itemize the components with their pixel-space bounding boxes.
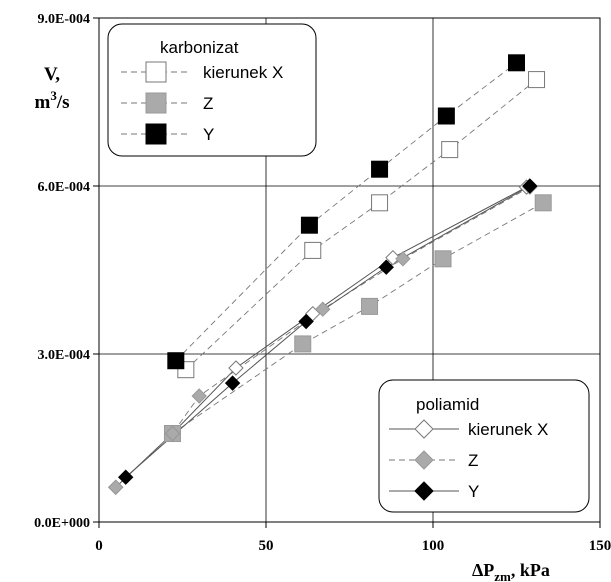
y-axis-label-line1: V,: [44, 64, 60, 85]
data-point-karbonizat-z: [294, 335, 312, 353]
data-point-poliamid-z: [191, 388, 207, 404]
data-point-karbonizat-y: [371, 160, 389, 178]
y-axis-label-line2: m3/s: [34, 88, 69, 113]
series-line-karbonizat-kierunek-x: [185, 79, 537, 371]
legend-marker: [145, 92, 167, 114]
data-point-karbonizat-y: [167, 352, 185, 370]
x-tick-label: 0: [95, 538, 103, 554]
legend-marker: [414, 481, 434, 501]
legend-karbonizat: karbonizat kierunek X ZY: [107, 23, 317, 157]
legend-marker: [145, 123, 167, 145]
legend-marker: [145, 61, 167, 83]
legend-entry-label: kierunek X: [203, 63, 283, 82]
data-point-karbonizat-z: [434, 250, 452, 268]
legend-poliamid-title: poliamid: [416, 395, 479, 414]
data-point-karbonizat-z: [361, 297, 379, 315]
legend-karbonizat-title: karbonizat: [160, 38, 239, 57]
data-point-poliamid-kierunek-x: [385, 249, 401, 266]
legend-marker: [414, 450, 434, 470]
data-point-poliamid-z: [164, 425, 181, 442]
y-tick-label: 3.0E-004: [38, 348, 91, 363]
data-point-poliamid-y: [522, 178, 538, 194]
data-point-karbonizat-kierunek-x: [441, 141, 459, 159]
y-axis-ticks: 0.0E+000 3.0E-004 6.0E-004 9.0E-004: [34, 12, 99, 531]
series-line-poliamid-z: [115, 186, 531, 488]
data-point-poliamid-y: [118, 469, 134, 485]
data-point-poliamid-z: [107, 479, 124, 495]
legend-entry-label: Y: [203, 125, 214, 144]
legend-entry-label: Z: [468, 451, 478, 470]
data-point-poliamid-z: [315, 301, 331, 317]
legend-entry-label: Z: [203, 94, 213, 113]
series-markers: [107, 54, 552, 495]
legend-marker: [414, 419, 434, 439]
data-point-karbonizat-kierunek-x: [371, 194, 389, 212]
data-point-poliamid-y: [224, 375, 241, 391]
data-point-karbonizat-kierunek-x: [304, 241, 322, 259]
x-axis-ticks: 0 50 100 150: [95, 522, 611, 554]
legend-karbonizat-box: [107, 23, 317, 157]
data-point-karbonizat-y: [300, 216, 318, 234]
x-tick-label: 50: [259, 538, 274, 554]
legend-poliamid: poliamid kierunek X ZY: [378, 379, 590, 513]
data-point-karbonizat-y: [508, 54, 525, 72]
x-tick-label: 150: [589, 538, 611, 554]
y-tick-label: 6.0E-004: [38, 180, 91, 195]
data-point-poliamid-z: [395, 251, 411, 267]
data-point-poliamid-y: [298, 313, 314, 330]
x-axis-label: ΔPzm, kPa: [472, 560, 550, 582]
legend-entry-label: Y: [468, 482, 479, 501]
data-point-karbonizat-z: [534, 194, 552, 212]
plot-frame: [98, 17, 601, 523]
data-point-poliamid-y: [378, 259, 394, 275]
legend-poliamid-box: [378, 379, 590, 513]
legend-entry-label: kierunek X: [468, 420, 548, 439]
data-point-karbonizat-kierunek-x: [528, 71, 546, 89]
y-tick-label: 9.0E-004: [38, 12, 91, 27]
x-tick-label: 100: [422, 538, 445, 554]
y-tick-label: 0.0E+000: [34, 516, 90, 531]
data-point-poliamid-kierunek-x: [228, 360, 244, 376]
data-point-karbonizat-y: [437, 107, 455, 125]
